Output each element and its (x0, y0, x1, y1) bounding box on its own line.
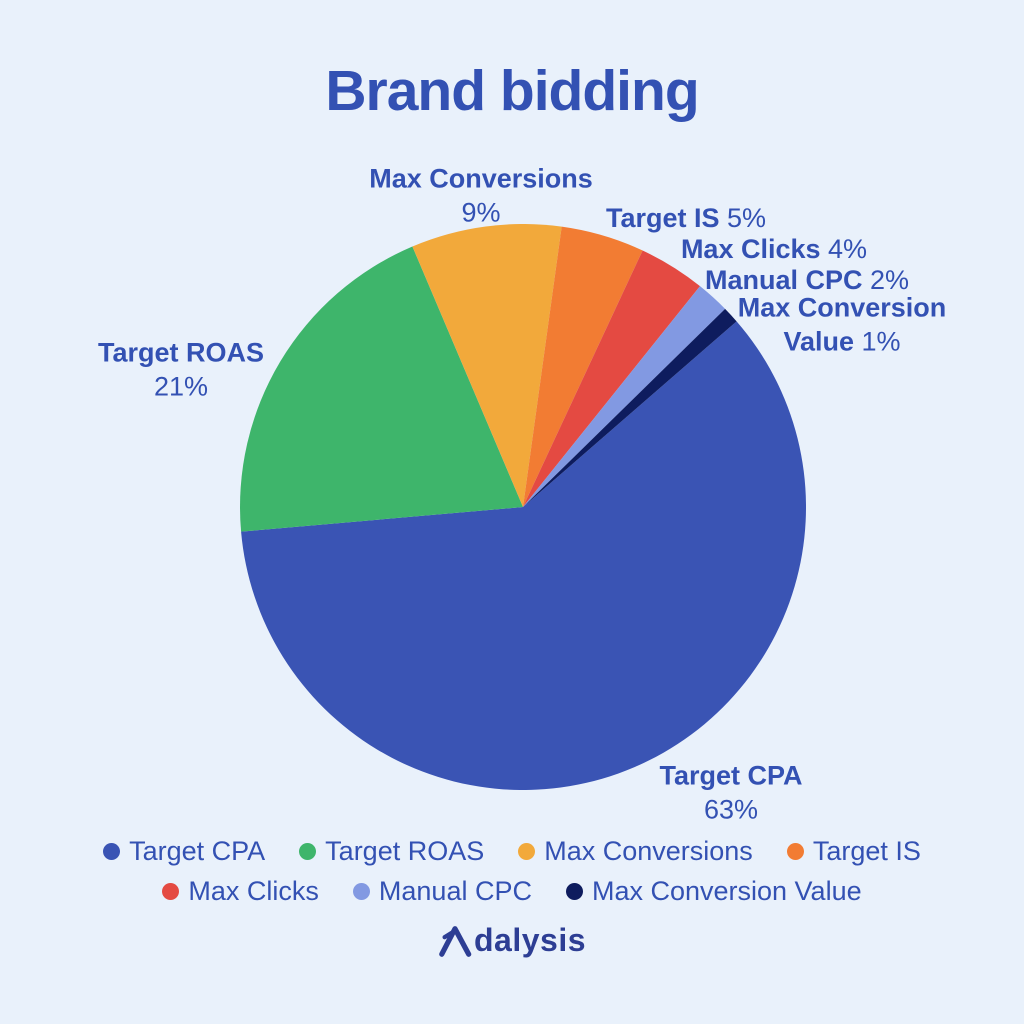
legend-dot (299, 843, 317, 860)
chart-legend: Target CPA Target ROAS Max Conversions Targ… (0, 836, 1024, 907)
callout-label: Target IS (605, 203, 720, 234)
legend-label: Target CPA (129, 836, 266, 866)
adalysis-logo-icon (439, 925, 472, 957)
legend-label: Max Conversions (544, 836, 753, 866)
callout-label: Target ROAS (97, 337, 265, 368)
callout-target-is: Target IS 5% (606, 202, 766, 236)
legend-dot (786, 843, 804, 860)
pie-slice-manual-cpc (523, 286, 726, 507)
callout-value: 5% (727, 203, 767, 234)
legend-item-manual-cpc: Manual CPC (352, 876, 532, 907)
callout-max-conversions: Max Conversions 9% (369, 162, 593, 230)
legend-item-target-is: Target IS (786, 836, 921, 867)
callout-value: 9% (461, 197, 501, 227)
legend-item-max-clicks: Max Clicks (162, 876, 319, 907)
pie-slice-max-conversions (412, 224, 562, 507)
callout-target-roas: Target ROAS 21% (98, 336, 264, 404)
callout-label-line2: Value 1% (783, 326, 901, 356)
callout-target-cpa: Target CPA 63% (659, 759, 802, 827)
legend-dot (103, 843, 121, 860)
pie-slice-max-conversion-value (523, 308, 737, 507)
callout-value: 63% (703, 794, 759, 824)
callout-manual-cpc: Manual CPC 2% (705, 264, 909, 298)
legend-dot (162, 883, 180, 900)
legend-item-max-conversion-value: Max Conversion Value (565, 876, 862, 907)
pie-slice-max-clicks (523, 250, 700, 507)
callout-value: 2% (870, 265, 910, 296)
callout-max-conversion-value: Max Conversion Value 1% (738, 291, 947, 359)
callout-label: Max Conversion (737, 292, 947, 323)
callout-label: Max Conversions (369, 163, 593, 194)
callout-value: 4% (828, 234, 868, 265)
footer-brand: dalysis (0, 922, 1024, 959)
legend-label: Manual CPC (378, 876, 532, 906)
legend-item-target-cpa: Target CPA (103, 836, 265, 867)
legend-dot (565, 883, 583, 900)
pie-slice-target-is (523, 226, 643, 507)
callout-label: Manual CPC (704, 265, 863, 296)
legend-row: Max Clicks Manual CPC Max Conversion Value (162, 876, 862, 907)
legend-item-max-conversions: Max Conversions (518, 836, 753, 867)
brand-wordmark: dalysis (473, 922, 586, 958)
callout-value: 1% (861, 326, 901, 356)
legend-label: Max Conversion Value (591, 876, 862, 906)
chart-title: Brand bidding (325, 59, 699, 123)
legend-dot (518, 843, 536, 860)
callout-label: Target CPA (659, 760, 803, 791)
legend-dot (352, 883, 370, 900)
legend-row: Target CPA Target ROAS Max Conversions Targ… (103, 836, 921, 867)
pie-slice-target-cpa (241, 321, 806, 790)
legend-label: Max Clicks (188, 876, 319, 906)
callout-value: 21% (153, 371, 209, 401)
callout-max-clicks: Max Clicks 4% (681, 233, 867, 267)
legend-label: Target ROAS (325, 836, 485, 866)
pie-slice-target-roas (240, 246, 524, 532)
pie-chart (240, 224, 806, 790)
callout-label: Max Clicks (680, 234, 821, 265)
legend-label: Target IS (812, 836, 921, 866)
legend-item-target-roas: Target ROAS (299, 836, 484, 867)
